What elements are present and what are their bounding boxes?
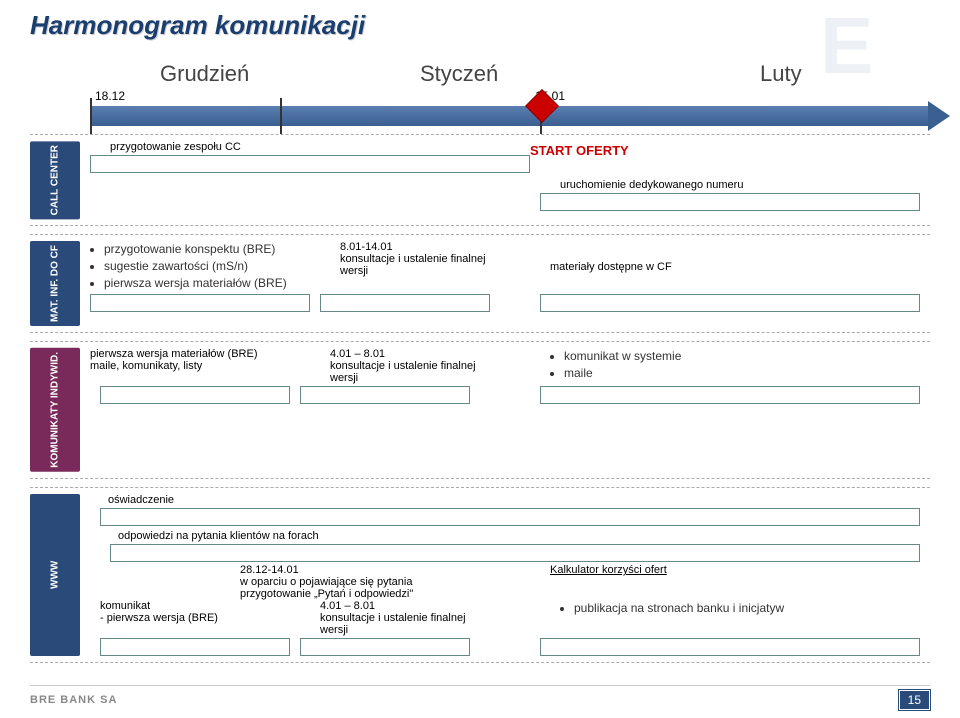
www-bar3b [300, 638, 470, 656]
timeline-arrow [90, 106, 930, 126]
month-december: Grudzień [160, 61, 249, 87]
mat-inf-bar3 [540, 294, 920, 312]
kom-ind-mid-text: konsultacje i ustalenie finalnej wersji [330, 360, 490, 384]
kom-ind-rb-1: komunikat w systemie [564, 348, 681, 365]
page-title: Harmonogram komunikacji [30, 10, 930, 41]
page-number: 15 [899, 690, 930, 710]
www-b2-text1: w oparciu o pojawiające się pytania [240, 576, 480, 588]
www-bar2 [110, 544, 920, 562]
kom-ind-rb-2: maile [564, 365, 681, 382]
lane-call-center: CALL CENTER START OFERTY przygotowanie z… [30, 134, 930, 226]
month-february: Luty [760, 61, 802, 87]
tick-jan [280, 98, 282, 134]
www-right-bullets: publikacja na stronach banku i inicjatyw [560, 600, 784, 636]
mat-inf-right: materiały dostępne w CF [550, 241, 672, 291]
date-18-12: 18.12 [95, 89, 125, 103]
kom-ind-bar1 [100, 386, 290, 404]
mat-inf-mid-date: 8.01-14.01 [340, 241, 500, 253]
www-b2-date: 28.12-14.01 [240, 564, 480, 576]
kom-ind-bar2 [300, 386, 470, 404]
lane-label-call-center: CALL CENTER [30, 141, 80, 219]
kom-ind-bar3 [540, 386, 920, 404]
footer: BRE BANK SA 15 [30, 685, 930, 710]
watermark-logo: E [820, 0, 960, 100]
cc-bar1-label: przygotowanie zespołu CC [110, 141, 930, 153]
lane-kom-ind: KOMUNIKATY INDYWID. pierwsza wersja mate… [30, 341, 930, 479]
www-b1-label: oświadczenie [108, 494, 930, 506]
www-bar1 [100, 508, 920, 526]
mat-inf-bullet-2: sugestie zawartości (mS/n) [104, 258, 320, 275]
footer-bank-name: BRE BANK SA [30, 694, 117, 706]
www-b3-l2: - pierwsza wersja (BRE) [100, 612, 260, 624]
lane-label-kom-ind: KOMUNIKATY INDYWID. [30, 348, 80, 472]
mat-inf-bullet-3: pierwsza wersja materiałów (BRE) [104, 275, 320, 292]
lane-mat-inf: MAT. INF. DO CF przygotowanie konspektu … [30, 234, 930, 333]
cc-bar1 [90, 155, 530, 173]
mat-inf-bar1 [90, 294, 310, 312]
tick-18-12 [90, 98, 92, 134]
www-rb-1: publikacja na stronach banku i inicjatyw [574, 600, 784, 617]
www-b3-l1: komunikat [100, 600, 260, 612]
kom-ind-left-1: pierwsza wersja materiałów (BRE) [90, 348, 310, 360]
www-bar3a [100, 638, 290, 656]
www-b2-label: odpowiedzi na pytania klientów na forach [118, 530, 378, 542]
mat-inf-bullets: przygotowanie konspektu (BRE) sugestie z… [90, 241, 320, 291]
cc-bar2-label: uruchomienie dedykowanego numeru [560, 179, 930, 191]
mat-inf-bullet-1: przygotowanie konspektu (BRE) [104, 241, 320, 258]
mat-inf-mid-text: konsultacje i ustalenie finalnej wersji [340, 253, 500, 277]
lane-label-www: WWW [30, 494, 80, 656]
cc-bar2 [540, 193, 920, 211]
mat-inf-bar2 [320, 294, 490, 312]
www-b3-date: 4.01 – 8.01 [320, 600, 490, 612]
lane-www: WWW oświadczenie odpowiedzi na pytania k… [30, 487, 930, 663]
www-b2-text2: przygotowanie „Pytań i odpowiedzi" [240, 588, 480, 600]
month-january: Styczeń [420, 61, 498, 87]
www-b3-text: konsultacje i ustalenie finalnej wersji [320, 612, 490, 636]
www-right1: Kalkulator korzyści ofert [550, 564, 667, 600]
kom-ind-left-2: maile, komunikaty, listy [90, 360, 310, 372]
kom-ind-mid-date: 4.01 – 8.01 [330, 348, 490, 360]
kom-ind-right-bullets: komunikat w systemie maile [550, 348, 681, 384]
www-bar3c [540, 638, 920, 656]
lane-label-mat-inf: MAT. INF. DO CF [30, 241, 80, 326]
